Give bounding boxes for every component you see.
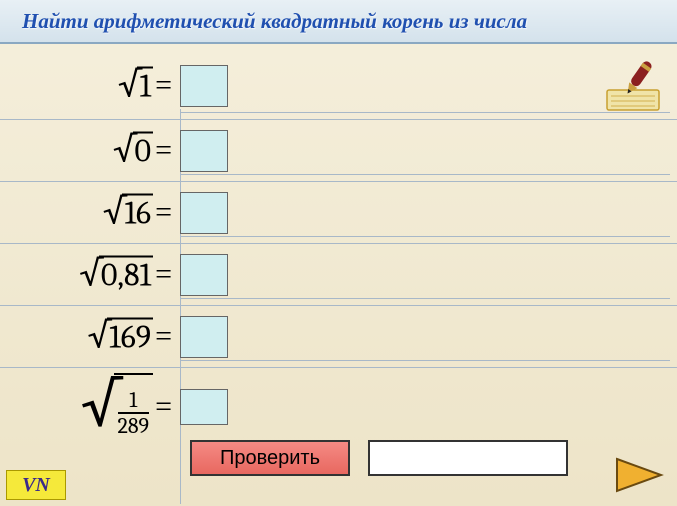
- equals-sign: =: [155, 196, 172, 230]
- answer-input[interactable]: [180, 316, 228, 358]
- equals-sign: =: [155, 320, 172, 354]
- check-button-label: Проверить: [220, 447, 320, 470]
- answer-input[interactable]: [180, 130, 228, 172]
- answer-input[interactable]: [180, 65, 228, 107]
- next-arrow-button[interactable]: [613, 455, 665, 500]
- problem-row: √169 =: [0, 306, 677, 368]
- problems-area: √1 = √0 = √16 = √0,81 = √169 =: [0, 44, 677, 446]
- problem-row: √ 1 289 =: [0, 368, 677, 446]
- pen-icon: [601, 56, 665, 119]
- radicand: 0,81: [99, 256, 153, 293]
- math-expression: √ 1 289 =: [81, 371, 172, 443]
- radicand: 16: [122, 194, 153, 231]
- problem-row: √0 =: [0, 120, 677, 182]
- equals-sign: =: [155, 69, 172, 103]
- numerator: 1: [129, 389, 137, 412]
- result-output: [368, 440, 568, 476]
- equals-sign: =: [155, 258, 172, 292]
- problem-row: √16 =: [0, 182, 677, 244]
- math-expression: √0,81 =: [79, 254, 172, 295]
- problem-row: √0,81 =: [0, 244, 677, 306]
- problem-row: √1 =: [0, 52, 677, 120]
- equals-sign: =: [155, 390, 172, 424]
- math-expression: √16 =: [103, 192, 172, 233]
- check-button[interactable]: Проверить: [190, 440, 350, 476]
- answer-input[interactable]: [180, 254, 228, 296]
- math-expression: √1 =: [118, 65, 172, 106]
- radicand: 169: [107, 318, 153, 355]
- denominator: 289: [118, 412, 150, 437]
- math-expression: √0 =: [113, 130, 172, 171]
- answer-input[interactable]: [180, 389, 228, 425]
- vn-badge-text: VN: [22, 474, 50, 497]
- vn-badge: VN: [6, 470, 66, 500]
- math-expression: √169 =: [88, 316, 173, 357]
- header: Найти арифметический квадратный корень и…: [0, 0, 677, 44]
- fraction: 1 289: [118, 389, 150, 437]
- equals-sign: =: [155, 134, 172, 168]
- page-title: Найти арифметический квадратный корень и…: [22, 9, 527, 34]
- answer-input[interactable]: [180, 192, 228, 234]
